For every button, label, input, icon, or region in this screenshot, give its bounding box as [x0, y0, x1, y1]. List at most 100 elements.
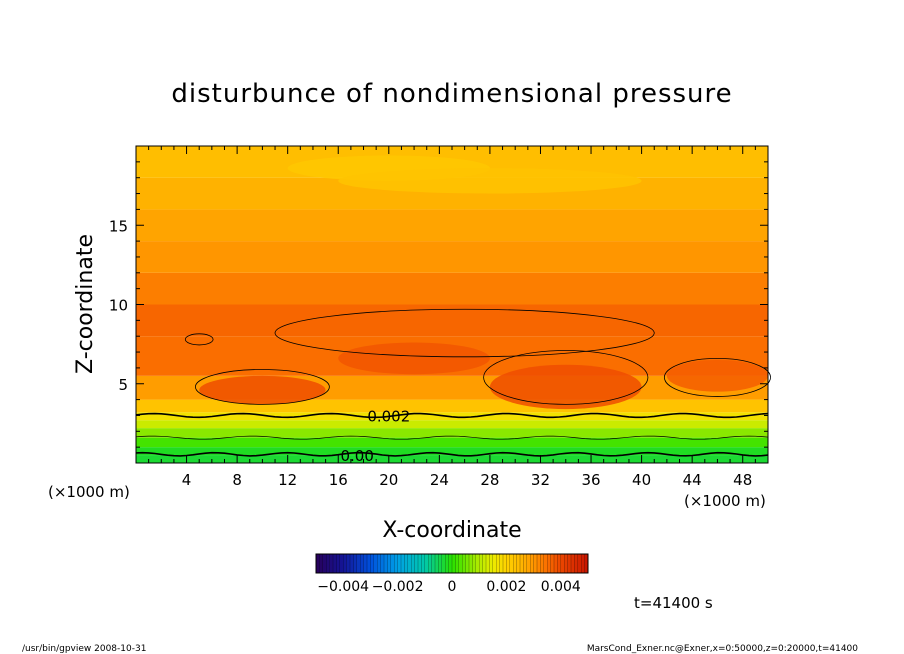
contour-label: 0.00 [340, 447, 373, 465]
x-axis-ticks: 4 8 12 16 20 24 28 32 36 40 44 48 [135, 146, 769, 489]
x-tick-label: 4 [182, 471, 192, 489]
contour-0.000 [135, 451, 769, 457]
field-patches [199, 155, 768, 410]
field-patch [489, 364, 642, 410]
x-tick-label: 28 [480, 471, 499, 489]
colorbar-cell [390, 554, 395, 573]
field-band [136, 272, 768, 305]
colorbar-cell [346, 554, 351, 573]
field-band [136, 447, 768, 456]
colorbar-cell [441, 554, 446, 573]
x-unit-right: (×1000 m) [684, 492, 766, 510]
colorbar-cell [513, 554, 517, 573]
colorbar-cell [506, 554, 511, 573]
colorbar-cell [577, 554, 582, 573]
colorbar: −0.004 −0.002 0 0.002 0.004 [315, 553, 589, 595]
colorbar-cell [428, 554, 432, 573]
colorbar-cell [329, 554, 334, 573]
colorbar-frame [315, 553, 589, 574]
colorbar-cell [438, 554, 443, 573]
colorbar-cell [516, 554, 521, 573]
colorbar-cell [537, 554, 541, 573]
x-tick-label: 36 [581, 471, 600, 489]
colorbar-cell [411, 554, 415, 573]
colorbar-cell [322, 554, 327, 573]
colorbar-cell [479, 554, 483, 573]
x-tick-label: 32 [531, 471, 550, 489]
colorbar-cell [373, 554, 378, 573]
colorbar-cell [455, 554, 460, 573]
colorbar-cell [574, 554, 579, 573]
colorbar-cell [472, 554, 477, 573]
contour-0.001 [135, 435, 769, 440]
contour-lines [135, 308, 771, 457]
x-tick-label: 16 [329, 471, 348, 489]
field-patch [338, 168, 642, 194]
y-axis-ticks: 5 10 15 [109, 145, 768, 464]
colorbar-cell [333, 554, 337, 573]
colorbar-cell [377, 554, 381, 573]
contour-labels: 0.002 0.00 [340, 407, 410, 465]
colorbar-cell [520, 554, 524, 573]
colorbar-cell [452, 554, 456, 573]
colorbar-cell [496, 554, 500, 573]
colorbar-cell [581, 554, 585, 573]
y-tick-label: 10 [109, 297, 128, 315]
colorbar-tick-label: −0.004 [317, 579, 369, 595]
colorbar-cell [503, 554, 507, 573]
colorbar-cell [533, 554, 538, 573]
field-patch [666, 359, 768, 392]
x-unit-left: (×1000 m) [48, 483, 130, 501]
colorbar-cell [431, 554, 436, 573]
colorbar-tick-label: 0.004 [541, 579, 581, 595]
colorbar-cell [343, 554, 347, 573]
colorbar-cell [394, 554, 398, 573]
colorbar-cell [350, 554, 354, 573]
colorbar-tick-label: 0 [448, 579, 457, 595]
colorbar-cell [401, 554, 405, 573]
colorbar-cell [414, 554, 419, 573]
colorbar-cell [526, 554, 531, 573]
x-tick-label: 48 [733, 471, 752, 489]
x-tick-label: 44 [683, 471, 702, 489]
colorbar-cell [360, 554, 364, 573]
colorbar-cell [356, 554, 361, 573]
field-band [136, 304, 768, 337]
colorbar-cell [543, 554, 548, 573]
field-band [136, 420, 768, 429]
colorbar-cell [367, 554, 371, 573]
colorbar-cell [435, 554, 439, 573]
colorbar-cell [421, 554, 426, 573]
contour-label: 0.002 [367, 407, 410, 425]
colorbar-cell [571, 554, 575, 573]
x-tick-label: 8 [232, 471, 242, 489]
colorbar-tick-label: −0.002 [372, 579, 424, 595]
colorbar-cell [557, 554, 562, 573]
contour-0.002 [135, 412, 769, 419]
colorbar-cell [486, 554, 490, 573]
colorbar-cell [397, 554, 402, 573]
field-bands [136, 146, 768, 463]
colorbar-cell [445, 554, 449, 573]
colorbar-cell [540, 554, 545, 573]
y-tick-label: 15 [109, 217, 128, 235]
contour-max [274, 308, 655, 358]
field-band [136, 428, 768, 438]
colorbar-cell [547, 554, 551, 573]
contour-max [483, 350, 649, 405]
colorbar-cell [550, 554, 555, 573]
x-axis-label: X-coordinate [382, 518, 521, 543]
x-tick-label: 40 [632, 471, 651, 489]
colorbar-cell [560, 554, 565, 573]
colorbar-cell [564, 554, 568, 573]
colorbar-cell [492, 554, 497, 573]
colorbar-cell [475, 554, 480, 573]
footer-left: /usr/bin/gpview 2008-10-31 [22, 644, 146, 654]
y-axis-label: Z-coordinate [73, 234, 98, 374]
colorbar-cell [448, 554, 453, 573]
colorbar-cell [509, 554, 514, 573]
colorbar-cell [319, 554, 324, 573]
x-tick-label: 20 [379, 471, 398, 489]
colorbar-cell [523, 554, 528, 573]
